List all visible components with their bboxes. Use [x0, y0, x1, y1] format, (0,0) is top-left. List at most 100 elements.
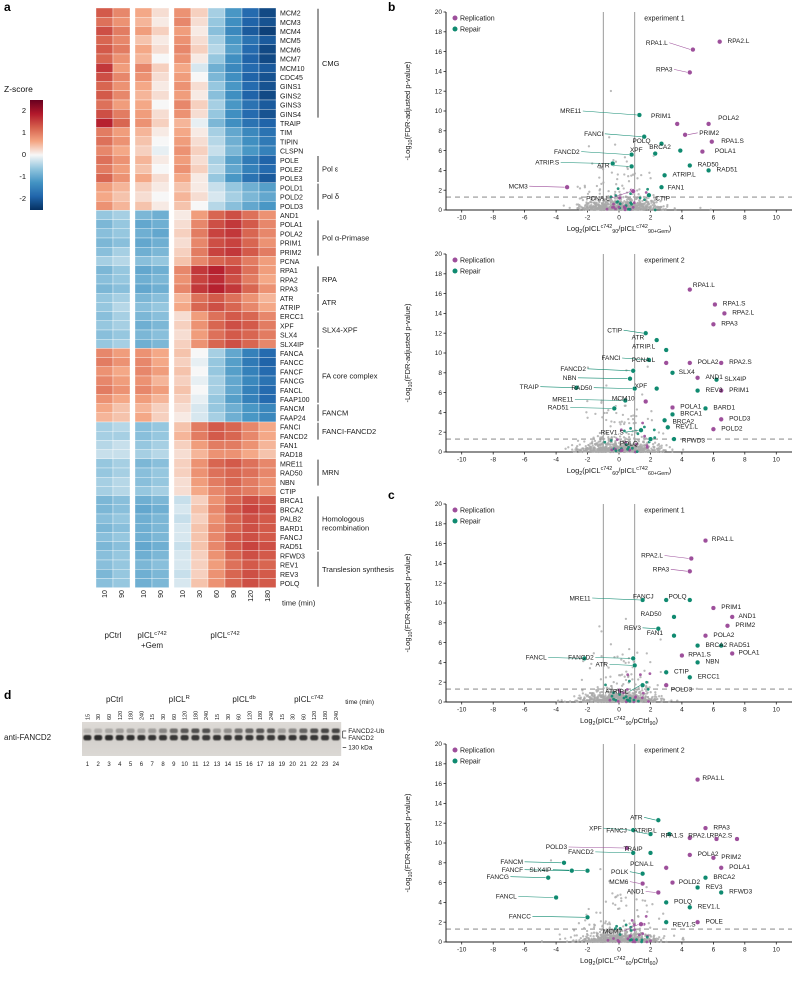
svg-text:13: 13	[214, 762, 221, 768]
svg-text:POLA1: POLA1	[715, 148, 736, 155]
svg-text:7: 7	[151, 762, 155, 768]
svg-text:240: 240	[204, 711, 210, 720]
panel-c-label: c	[388, 488, 395, 502]
svg-text:REV3: REV3	[706, 387, 723, 394]
svg-text:MCM6: MCM6	[280, 47, 301, 54]
svg-text:130 kDa: 130 kDa	[348, 745, 373, 752]
svg-text:Homologous: Homologous	[322, 514, 364, 523]
svg-text:24: 24	[332, 762, 339, 768]
svg-text:PRIM1: PRIM1	[729, 387, 749, 394]
svg-text:POLQ: POLQ	[280, 581, 300, 588]
svg-text:90: 90	[158, 590, 165, 598]
heatmap-cells	[95, 7, 277, 588]
svg-text:FAN1: FAN1	[280, 443, 298, 450]
svg-text:RPA3: RPA3	[280, 287, 298, 294]
svg-text:180: 180	[129, 711, 135, 720]
svg-text:CTIP: CTIP	[674, 669, 689, 676]
svg-text:FANCD2: FANCD2	[348, 735, 374, 742]
svg-text:POLA1: POLA1	[280, 222, 303, 229]
svg-text:17: 17	[257, 762, 264, 768]
svg-text:POLA2: POLA2	[713, 632, 734, 639]
svg-text:RPA1.L: RPA1.L	[702, 775, 724, 782]
leader-lines	[548, 555, 690, 692]
svg-text:FANCD2: FANCD2	[554, 149, 580, 156]
svg-text:-10: -10	[457, 707, 467, 714]
svg-text:30: 30	[197, 590, 204, 598]
svg-text:-4: -4	[553, 215, 559, 222]
svg-text:REV3: REV3	[706, 884, 723, 891]
svg-text:-2: -2	[585, 215, 591, 222]
svg-text:8: 8	[743, 707, 747, 714]
svg-text:ERCC1: ERCC1	[698, 674, 720, 681]
svg-text:FANCA: FANCA	[280, 351, 304, 358]
point-labels: RPA1.L ATR RPA3 XPF FANCJ ATRIP.L RPA1.S RPA2.L…	[486, 775, 752, 935]
svg-text:-4: -4	[553, 457, 559, 464]
svg-text:Replication: Replication	[460, 258, 495, 265]
svg-text:15: 15	[280, 714, 286, 720]
legend: Replication Repair	[452, 747, 495, 766]
svg-text:RPA1.S: RPA1.S	[723, 301, 746, 308]
svg-text:POLD3: POLD3	[546, 844, 568, 851]
svg-text:6: 6	[712, 215, 716, 222]
svg-text:POLA2: POLA2	[698, 359, 719, 366]
svg-text:14: 14	[224, 762, 231, 768]
svg-text:10: 10	[181, 762, 188, 768]
svg-text:RPA3: RPA3	[656, 67, 673, 74]
svg-text:23: 23	[322, 762, 329, 768]
svg-text:10: 10	[102, 590, 109, 598]
svg-text:6: 6	[140, 762, 144, 768]
leader-lines	[540, 329, 647, 433]
svg-text:SLX4IP: SLX4IP	[724, 376, 746, 383]
svg-text:MCM6: MCM6	[609, 879, 629, 886]
heatmap-gene-labels: MCM2 MCM3 MCM4 MCM5 MCM6 MCM7 MCM10 CDC45 GINS1 G…	[280, 11, 310, 588]
blot-time-labels: 15 30 60 120 180 240 15 30 60 120 180 240 15 30 60 120 1…	[85, 699, 374, 720]
svg-text:NBN: NBN	[706, 659, 720, 666]
svg-text:RFWD3: RFWD3	[729, 889, 752, 896]
svg-text:FANCD2: FANCD2	[280, 434, 308, 441]
svg-text:FANCL: FANCL	[280, 388, 303, 395]
svg-text:-2: -2	[585, 947, 591, 954]
svg-text:MCM5: MCM5	[280, 38, 301, 45]
svg-text:RPA2.L: RPA2.L	[641, 553, 663, 560]
svg-text:0: 0	[617, 707, 621, 714]
svg-text:0: 0	[438, 939, 442, 946]
svg-text:240: 240	[269, 711, 275, 720]
svg-text:ERCC1: ERCC1	[280, 314, 304, 321]
zscore-tick-label: -2	[19, 194, 26, 203]
svg-text:18: 18	[435, 521, 443, 528]
svg-text:GINS4: GINS4	[280, 112, 301, 119]
svg-text:16: 16	[435, 541, 443, 548]
svg-text:POLD2: POLD2	[721, 425, 743, 432]
svg-text:FANCJ: FANCJ	[280, 535, 302, 542]
svg-text:FAAP100: FAAP100	[280, 397, 310, 404]
point-labels: RPA1.L RPA1.S RPA2.L RPA3 CTIP ATR ATRIP.L FANC…	[520, 282, 755, 447]
svg-text:MRE11: MRE11	[569, 595, 591, 602]
svg-text:BRCA2: BRCA2	[713, 874, 735, 881]
experiment-label: experiment 2	[644, 748, 685, 755]
svg-text:Pol δ: Pol δ	[322, 192, 339, 201]
svg-text:RAD51: RAD51	[717, 167, 738, 174]
svg-text:POLA1: POLA1	[680, 404, 701, 411]
svg-text:16: 16	[435, 49, 443, 56]
svg-text:8: 8	[438, 620, 442, 627]
svg-text:BRCA2: BRCA2	[706, 642, 728, 649]
svg-text:RPA: RPA	[322, 275, 337, 284]
svg-text:8: 8	[161, 762, 165, 768]
svg-text:180: 180	[258, 711, 264, 720]
svg-text:MRE11: MRE11	[560, 108, 582, 115]
svg-text:ATR: ATR	[632, 334, 645, 341]
svg-text:20: 20	[435, 251, 443, 258]
svg-text:FANCF: FANCF	[280, 369, 303, 376]
svg-text:15: 15	[215, 714, 221, 720]
svg-text:10: 10	[435, 600, 443, 607]
svg-text:FANCL: FANCL	[496, 894, 517, 901]
panel-d-label: d	[4, 688, 12, 702]
svg-text:BRCA1: BRCA1	[680, 411, 702, 418]
svg-text:FANCD2: FANCD2	[568, 849, 594, 856]
svg-text:20: 20	[435, 9, 443, 16]
svg-text:6: 6	[712, 457, 716, 464]
svg-text:-10: -10	[457, 457, 467, 464]
svg-text:ATR: ATR	[322, 298, 337, 307]
